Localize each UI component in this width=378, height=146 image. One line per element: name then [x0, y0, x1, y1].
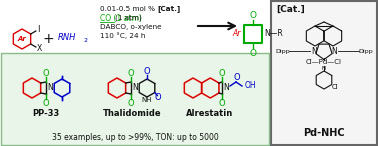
Text: NH: NH: [142, 97, 152, 103]
Text: O: O: [249, 48, 257, 58]
Text: Cl—Pd—Cl: Cl—Pd—Cl: [306, 59, 342, 65]
Text: Alrestatin: Alrestatin: [186, 108, 234, 118]
Text: RNH: RNH: [58, 33, 76, 42]
Text: Cl: Cl: [332, 84, 339, 90]
Text: Dipp: Dipp: [275, 48, 290, 53]
FancyBboxPatch shape: [271, 1, 377, 145]
Text: Ar: Ar: [232, 29, 241, 39]
Text: 110 °C, 24 h: 110 °C, 24 h: [100, 33, 146, 39]
Text: Thalidomide: Thalidomide: [103, 108, 161, 118]
Text: N: N: [132, 84, 138, 93]
Text: [Cat.]: [Cat.]: [157, 6, 180, 12]
Text: O: O: [155, 93, 161, 102]
Text: +: +: [42, 32, 54, 46]
Text: 0.01-0.5 mol %: 0.01-0.5 mol %: [100, 6, 157, 12]
Text: O: O: [234, 73, 240, 82]
Text: O: O: [144, 66, 150, 75]
Text: DABCO, o-xylene: DABCO, o-xylene: [100, 24, 162, 30]
Text: Pd-NHC: Pd-NHC: [303, 128, 345, 138]
Text: I: I: [37, 25, 39, 34]
Text: Ar: Ar: [17, 36, 26, 42]
Text: N—R: N—R: [264, 29, 283, 39]
Text: 35 examples, up to >99%, TON: up to 5000: 35 examples, up to >99%, TON: up to 5000: [52, 133, 218, 142]
Text: N: N: [322, 66, 326, 71]
Text: O: O: [219, 68, 225, 78]
Text: OH: OH: [245, 81, 257, 91]
FancyBboxPatch shape: [1, 53, 269, 145]
Text: O: O: [128, 99, 134, 107]
Text: 2: 2: [84, 38, 88, 42]
Text: (1 atm): (1 atm): [115, 15, 142, 21]
Text: N: N: [331, 46, 337, 55]
Text: O: O: [249, 11, 257, 20]
Text: N: N: [47, 84, 53, 93]
Text: [Cat.]: [Cat.]: [276, 5, 305, 14]
Text: CO (1 atm): CO (1 atm): [100, 13, 142, 22]
Text: X: X: [37, 44, 42, 53]
Text: Dipp: Dipp: [358, 48, 373, 53]
Text: N: N: [223, 84, 229, 93]
Text: N: N: [311, 46, 317, 55]
Text: O: O: [43, 99, 49, 107]
Text: O: O: [219, 99, 225, 107]
Text: O: O: [128, 68, 134, 78]
Text: PP-33: PP-33: [33, 108, 60, 118]
Text: O: O: [43, 68, 49, 78]
